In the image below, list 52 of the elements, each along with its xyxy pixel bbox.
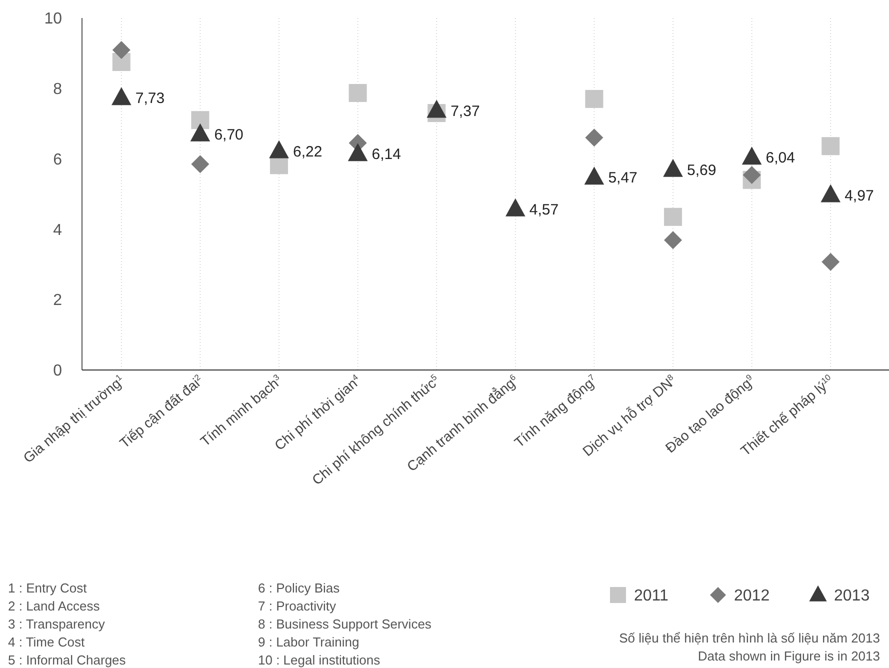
point bbox=[190, 123, 210, 142]
text: 3 : Transparency bbox=[8, 616, 106, 632]
point bbox=[506, 198, 526, 216]
point bbox=[269, 140, 289, 158]
point bbox=[664, 231, 682, 250]
data-label: 6,04 bbox=[766, 150, 796, 167]
data-label: 5,47 bbox=[608, 170, 638, 187]
point bbox=[112, 87, 132, 106]
text: 10 : Legal institutions bbox=[258, 652, 381, 668]
data-label: 6,14 bbox=[372, 146, 402, 164]
y-tick-label: 2 bbox=[53, 292, 62, 310]
text: 7 : Proactivity bbox=[258, 598, 337, 614]
point bbox=[822, 137, 840, 156]
point bbox=[112, 41, 130, 60]
point bbox=[822, 252, 840, 271]
legend-label: 2013 bbox=[834, 588, 870, 605]
data-label: 4,57 bbox=[529, 201, 559, 218]
text: 6 : Policy Bias bbox=[258, 580, 340, 596]
point bbox=[585, 90, 604, 108]
text: 8 : Business Support Services bbox=[258, 616, 432, 632]
point bbox=[663, 158, 683, 177]
text: Số liệu thể hiện trên hình là số liệu năm 2013 bbox=[619, 630, 880, 646]
data-label: 7,37 bbox=[450, 102, 480, 120]
point bbox=[585, 128, 604, 147]
legend-label: 2012 bbox=[734, 588, 770, 605]
data-label: 7,73 bbox=[135, 90, 165, 108]
y-tick-label: 4 bbox=[53, 222, 62, 239]
point bbox=[191, 155, 210, 174]
point bbox=[584, 166, 604, 185]
text: 4 : Time Cost bbox=[8, 634, 85, 650]
text: 2 : Land Access bbox=[8, 598, 100, 614]
point bbox=[348, 143, 368, 162]
point bbox=[664, 208, 682, 226]
text: 1 : Entry Cost bbox=[8, 580, 88, 596]
text: 9 : Labor Training bbox=[258, 634, 360, 650]
text: Data shown in Figure is in 2013 bbox=[698, 648, 880, 664]
point bbox=[742, 166, 761, 184]
y-tick-label: 0 bbox=[53, 362, 62, 380]
data-label: 4,97 bbox=[844, 187, 874, 204]
point bbox=[820, 184, 840, 202]
data-label: 5,69 bbox=[687, 162, 716, 179]
y-tick-label: 10 bbox=[44, 10, 62, 28]
point bbox=[426, 100, 446, 118]
data-label: 6,70 bbox=[214, 126, 244, 144]
data-label: 6,22 bbox=[293, 143, 322, 160]
y-tick-label: 8 bbox=[53, 81, 62, 98]
point bbox=[348, 84, 367, 102]
text: 5 : Informal Charges bbox=[8, 652, 126, 668]
point bbox=[191, 111, 210, 130]
legend-label: 2011 bbox=[634, 588, 669, 605]
y-tick-label: 6 bbox=[53, 151, 62, 168]
point bbox=[742, 146, 762, 165]
